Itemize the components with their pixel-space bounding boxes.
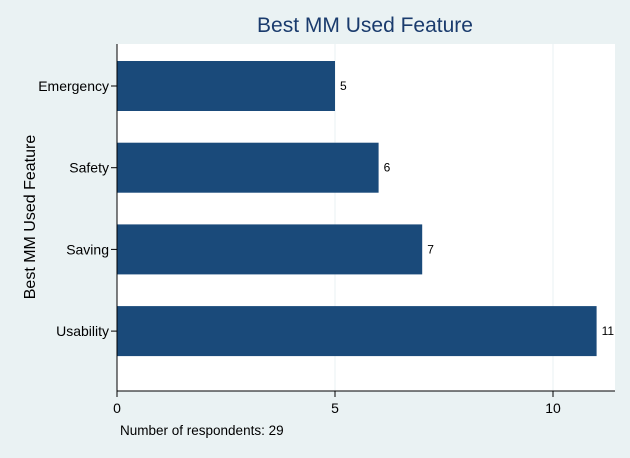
chart-title: Best MM Used Feature [257,14,473,37]
bar [117,306,597,357]
category-label: Usability [56,323,109,339]
x-tick-label: 0 [113,400,121,416]
bar-value-label: 5 [340,79,347,93]
y-axis-categories: Emergency Safety Saving Usability [38,78,117,339]
bar [117,61,335,111]
bar [117,142,379,193]
respondent-note: Number of respondents: 29 [120,423,284,438]
bars: 5 6 7 11 [117,61,615,357]
x-tick-label: 5 [331,400,339,416]
bar-value-label: 7 [427,242,434,256]
bar-value-label: 6 [384,161,391,175]
bar-value-label: 11 [602,324,615,338]
category-label: Emergency [38,78,109,94]
x-tick-label: 10 [545,400,561,416]
bar [117,224,423,275]
category-label: Saving [66,241,109,257]
x-axis-ticks: 0 5 10 [113,391,561,416]
category-label: Safety [69,160,109,176]
